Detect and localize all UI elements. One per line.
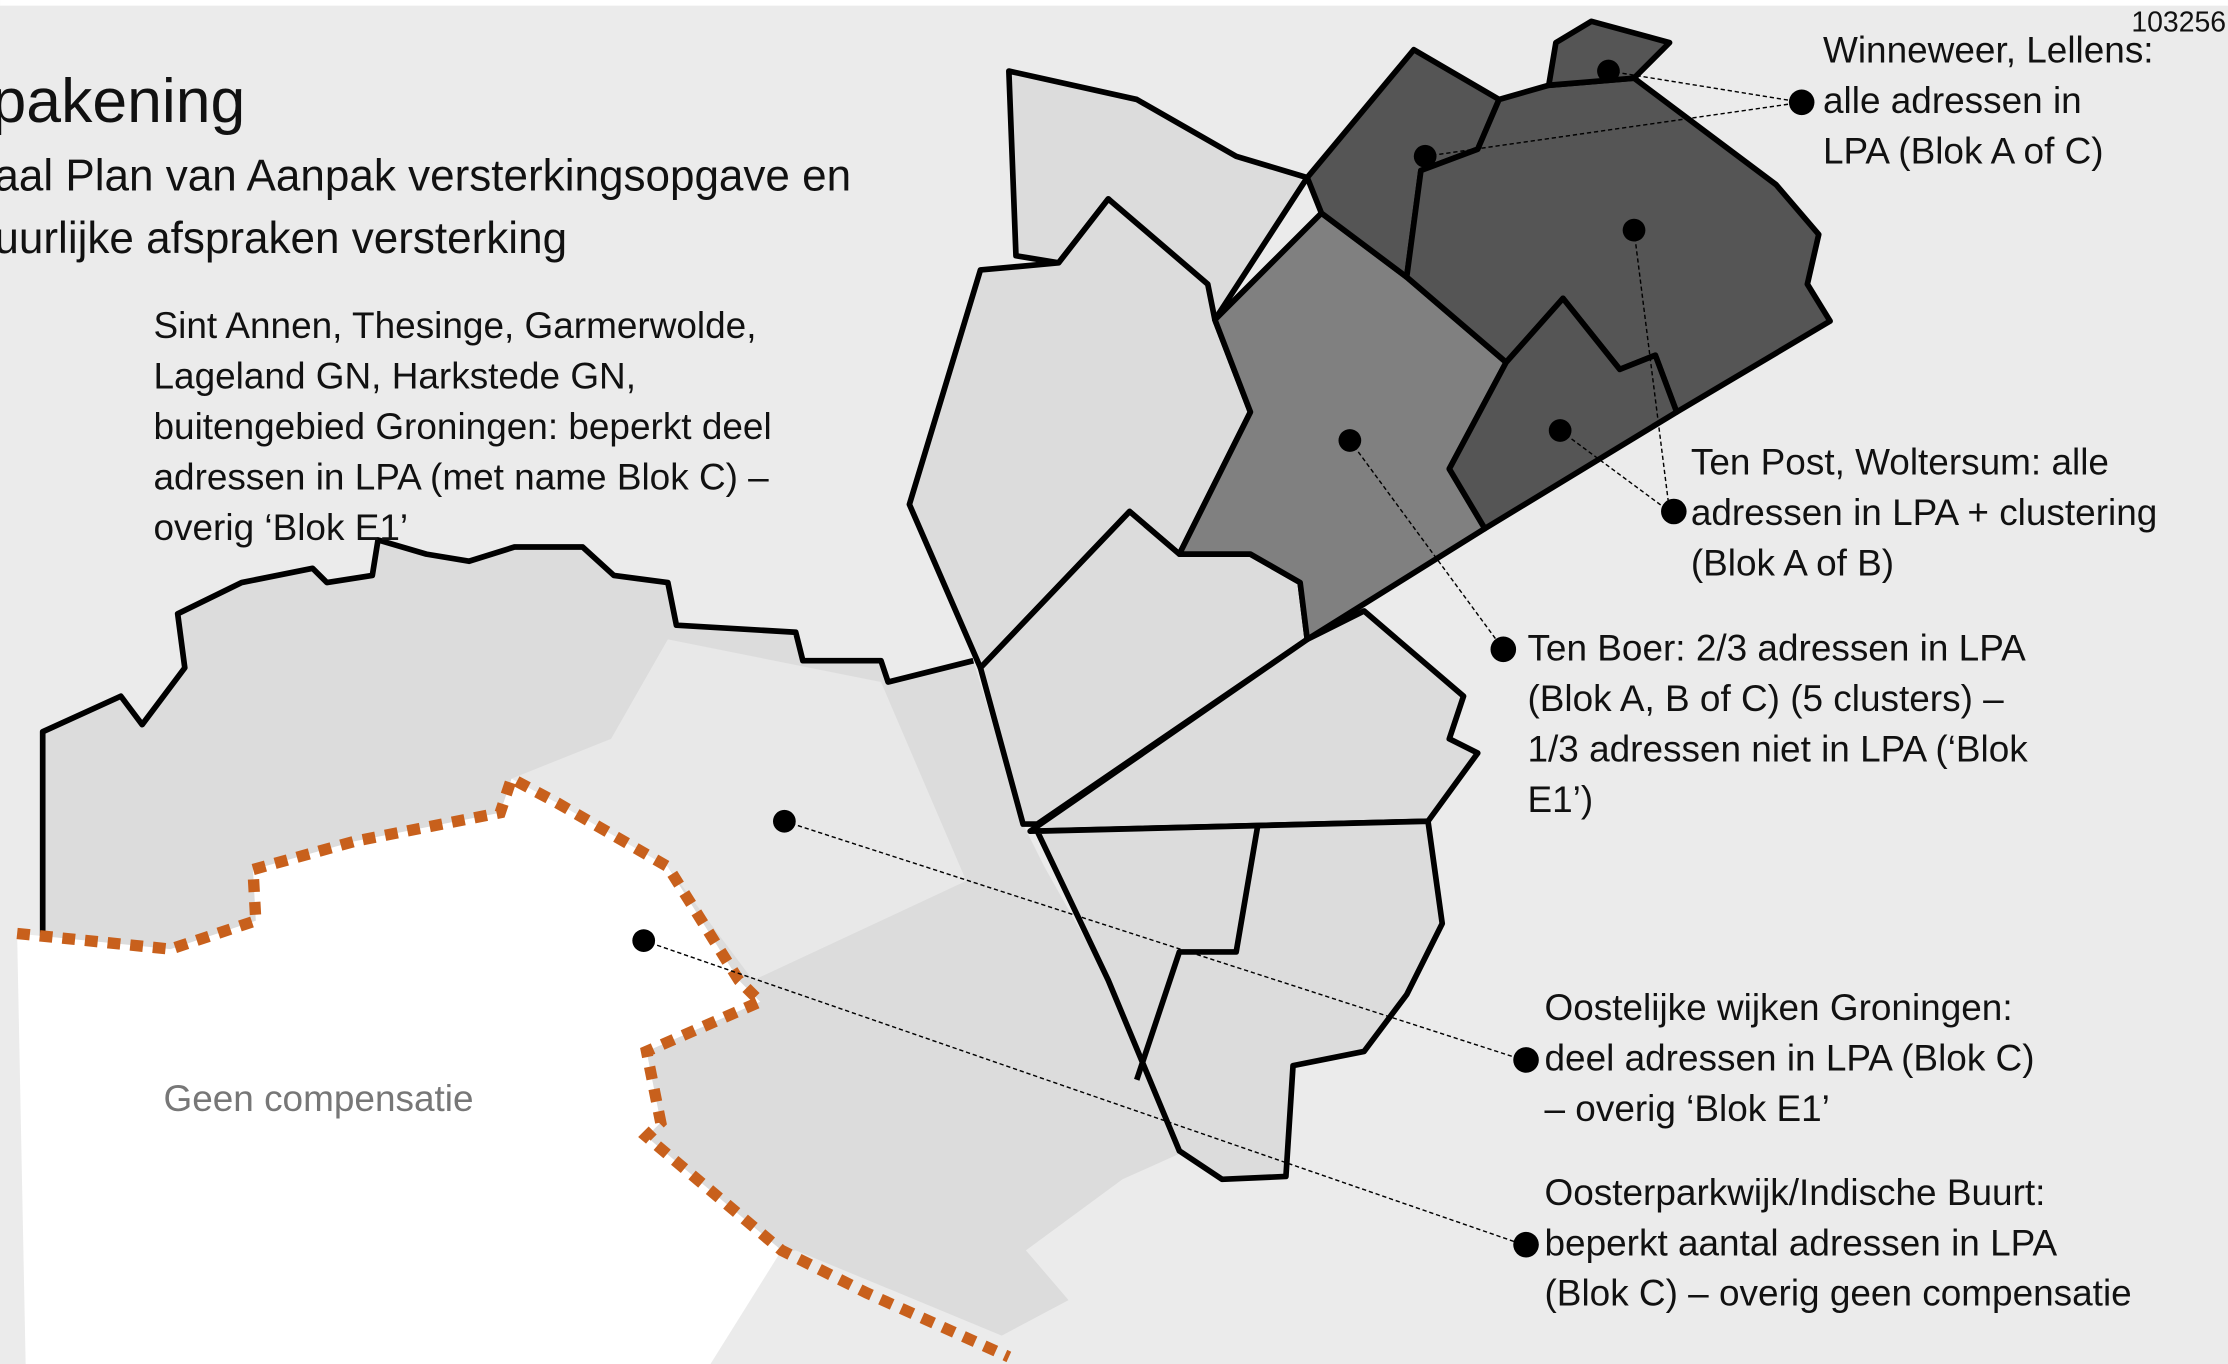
annotation-line: Oostelijke wijken Groningen:: [1545, 987, 2013, 1028]
no-compensation-area: [17, 778, 782, 1364]
dot: [632, 929, 656, 952]
annotation-line: (Blok C) – overig geen compensatie: [1545, 1273, 2132, 1314]
dot: [1338, 429, 1362, 452]
dot: [773, 809, 796, 833]
map-label: Geen compensatie: [163, 1078, 473, 1119]
west-area: [16, 537, 1180, 1364]
dot: [1788, 89, 1815, 116]
dot: [1513, 1047, 1539, 1073]
top-strip: [0, 0, 2228, 6]
subtitle: aal Plan van Aanpak versterkingsopgave e…: [0, 151, 851, 200]
title: pakening: [0, 66, 245, 136]
annotation-line: LPA (Blok A of C): [1823, 130, 2104, 171]
leader-lines: [643, 70, 1802, 1246]
dot: [1661, 498, 1687, 525]
ten-post-region: [1446, 295, 1680, 532]
annotation-line: Lageland GN, Harkstede GN,: [154, 356, 636, 397]
dot: [1597, 59, 1620, 83]
dot: [1622, 218, 1646, 242]
dot: [1513, 1231, 1539, 1258]
east-regions: [906, 18, 1833, 1183]
lellens-small-region: [1545, 18, 1673, 89]
annotations: Winneweer, Lellens: alle adressen in LPA (…: [154, 30, 2158, 1314]
subtitle: uurlijke afspraken versterking: [0, 214, 567, 263]
annotation-line: Ten Boer: 2/3 adressen in LPA: [1527, 628, 2026, 669]
annotation-line: – overig ‘Blok E1’: [1545, 1088, 1830, 1129]
annotation-line: E1’): [1527, 779, 1593, 820]
annotation-line: alle adressen in: [1823, 80, 2082, 121]
compensation-border: [16, 770, 1012, 1363]
annotation-line: buitengebied Groningen: beperkt deel: [154, 406, 772, 447]
annotation-line: overig ‘Blok E1’: [154, 507, 409, 548]
annotation-line: Oosterparkwijk/Indische Buurt:: [1545, 1172, 2046, 1213]
leaders: [632, 59, 1815, 1258]
annotation-line: adressen in LPA + clustering: [1691, 492, 2157, 533]
west-border: [39, 537, 975, 1364]
page-id: 103256: [2131, 6, 2226, 38]
annotation-line: (Blok A of B): [1691, 542, 1894, 583]
annotation-line: Winneweer, Lellens:: [1823, 30, 2154, 71]
dot: [1548, 419, 1572, 442]
annotation-line: adressen in LPA (met name Blok C) –: [154, 456, 770, 497]
dot: [1413, 144, 1437, 168]
annotation-line: deel adressen in LPA (Blok C): [1545, 1038, 2035, 1079]
east-neighbourhood: [511, 639, 967, 981]
region: [1034, 818, 1446, 1183]
region-border: [1134, 826, 1261, 1081]
annotation-line: Sint Annen, Thesinge, Garmerwolde,: [154, 305, 757, 346]
annotation-line: Ten Post, Woltersum: alle: [1691, 442, 2109, 483]
dot: [1490, 636, 1517, 663]
annotation-line: beperkt aantal adressen in LPA: [1545, 1222, 2058, 1263]
annotation-line: (Blok A, B of C) (5 clusters) –: [1527, 678, 2004, 719]
annotation-line: 1/3 adressen niet in LPA (‘Blok: [1527, 729, 2028, 770]
